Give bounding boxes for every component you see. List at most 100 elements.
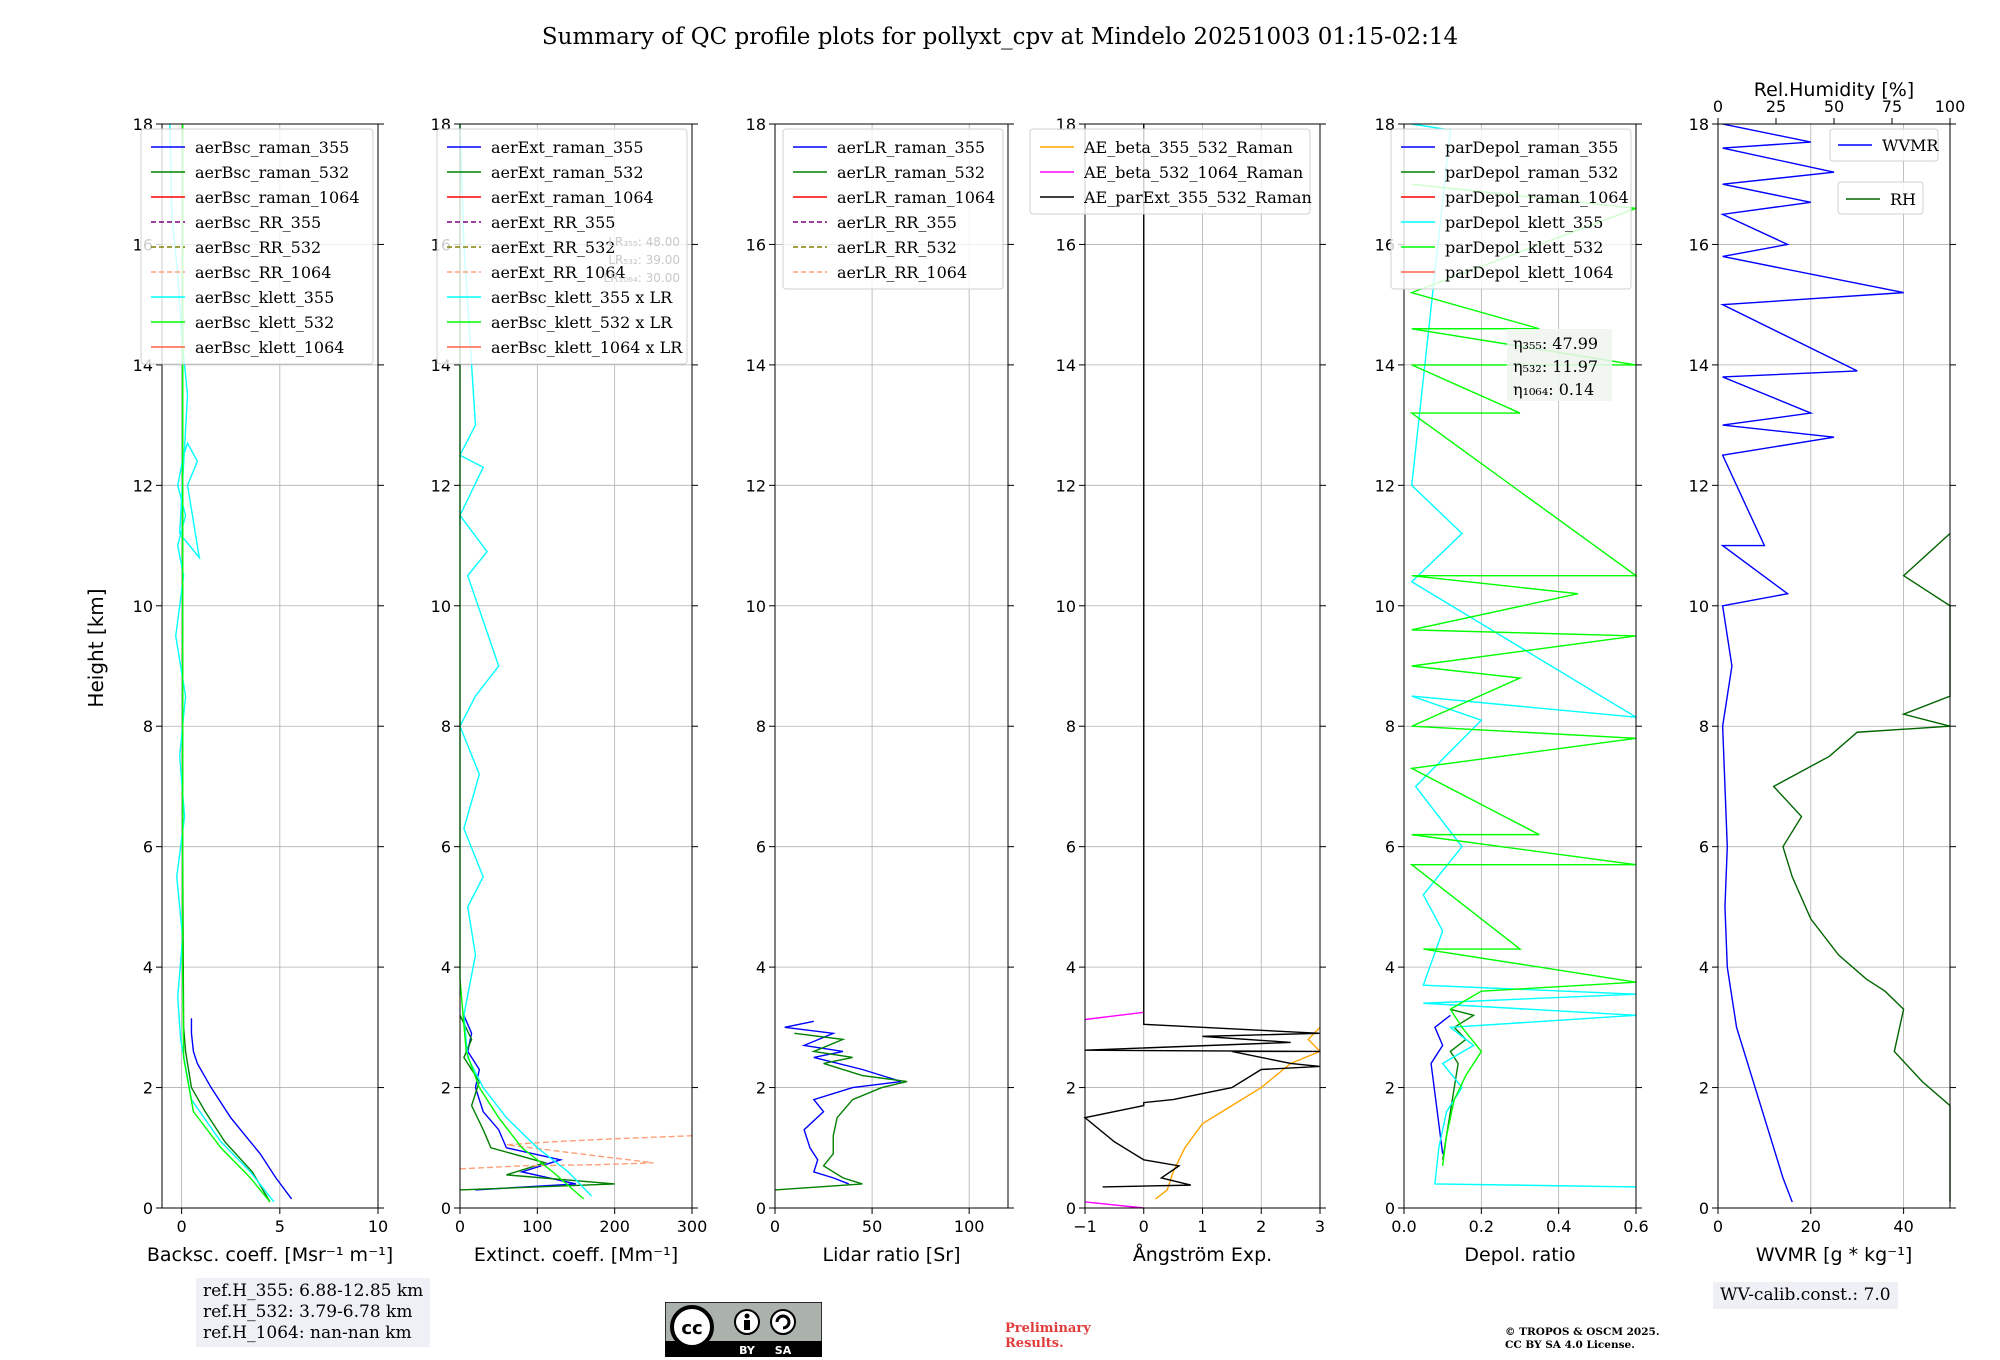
- y-tick-label: 8: [1699, 717, 1709, 736]
- y-tick-label: 8: [756, 717, 766, 736]
- y-tick-label: 4: [1385, 958, 1395, 977]
- x-axis-label: Lidar ratio [Sr]: [823, 1244, 961, 1266]
- legend-label: aerBsc_raman_355: [195, 138, 349, 157]
- x-tick-label: 40: [1893, 1217, 1913, 1236]
- y-tick-label: 16: [1375, 235, 1395, 254]
- x-tick-label: 0.0: [1391, 1217, 1416, 1236]
- y-tick-label: 0: [1699, 1199, 1709, 1218]
- reference-height-box: ref.H_355: 6.88-12.85 km ref.H_532: 3.79…: [196, 1278, 431, 1347]
- cc-by-sa-license-badge[interactable]: cc BY SA: [665, 1302, 822, 1357]
- legend-label: parDepol_raman_355: [1445, 138, 1618, 157]
- legend-label: parDepol_raman_532: [1445, 163, 1618, 182]
- legend-label: aerExt_RR_1064: [491, 263, 626, 282]
- series-line: [1410, 123, 1637, 1188]
- legend-label: RH: [1890, 190, 1916, 209]
- preliminary-line-2: Results.: [1005, 1336, 1064, 1351]
- y-tick-label: 6: [441, 838, 451, 857]
- series-line: [169, 123, 275, 1203]
- legend: RH: [1837, 181, 1924, 215]
- x-tick-label: 50: [862, 1217, 882, 1236]
- lidar-ratio-note: LR₁₀₆₄: 30.00: [604, 271, 680, 285]
- lidar-ratio-note: LR₃₅₅: 48.00: [608, 235, 680, 249]
- legend-label: AE_beta_532_1064_Raman: [1083, 163, 1303, 182]
- series-line: [463, 1015, 577, 1191]
- y-tick-label: 6: [1066, 838, 1076, 857]
- x-tick-label: 0: [455, 1217, 465, 1236]
- y-tick-label: 18: [746, 115, 766, 134]
- legend-label: aerBsc_RR_532: [195, 238, 321, 257]
- y-tick-label: 4: [756, 958, 766, 977]
- series-line: [1719, 123, 1904, 1203]
- legend-label: aerBsc_klett_1064 x LR: [491, 338, 683, 357]
- series-line: [1084, 1201, 1144, 1209]
- y-axis-label: Height [km]: [84, 588, 108, 707]
- axes-frame: [1717, 123, 1951, 1209]
- y-tick-label: 10: [431, 597, 451, 616]
- y-tick-label: 12: [1375, 476, 1395, 495]
- eta-note-background: [1507, 329, 1612, 401]
- panel-lr: 0 2 4 6 8 10 12 14 16 18 0 50 100 Lidar ratio [Sr] aer…: [746, 115, 1014, 1266]
- legend: AE_beta_355_532_Raman AE_beta_532_1064_Ra…: [1029, 128, 1312, 215]
- y-tick-label: 16: [1056, 235, 1076, 254]
- top-x-axis-label: Rel.Humidity [%]: [1754, 79, 1914, 101]
- series-line: [1772, 532, 1951, 1202]
- series-line: [1155, 1026, 1322, 1200]
- ref-height-532: ref.H_532: 3.79-6.78 km: [203, 1302, 413, 1322]
- x-tick-label: 1: [1197, 1217, 1207, 1236]
- y-tick-label: 0: [1066, 1199, 1076, 1218]
- sa-icon-arrow: [775, 1314, 791, 1330]
- eta-note: η₁₀₆₄: 0.14: [1513, 380, 1594, 399]
- legend-label: parDepol_klett_1064: [1445, 263, 1614, 282]
- panel-depol: 0 2 4 6 8 10 12 14 16 18 0.0 0.2 0.4 0.6 Depol. ratio p…: [1375, 115, 1649, 1266]
- series-line: [1430, 1014, 1451, 1154]
- legend-box: [782, 128, 1004, 290]
- series-line: [1084, 1011, 1144, 1021]
- x-axis-label: WVMR [g * kg⁻¹]: [1756, 1244, 1913, 1266]
- y-tick-label: 2: [1699, 1079, 1709, 1098]
- y-tick-label: 0: [1385, 1199, 1395, 1218]
- y-tick-label: 6: [756, 838, 766, 857]
- legend-label: aerExt_RR_532: [491, 238, 615, 257]
- series-line: [181, 124, 271, 1203]
- y-tick-label: 14: [1689, 356, 1709, 375]
- y-tick-label: 4: [441, 958, 451, 977]
- legend-label: AE_beta_355_532_Raman: [1083, 138, 1293, 157]
- x-tick-label: 0: [177, 1217, 187, 1236]
- x-tick-label: 0.4: [1546, 1217, 1571, 1236]
- by-icon-head: [744, 1313, 750, 1319]
- series-line: [1441, 1008, 1476, 1160]
- legend: aerLR_raman_355 aerLR_raman_532 aerLR_rama…: [782, 128, 1004, 290]
- cc-logo-icon: [670, 1305, 714, 1349]
- y-tick-label: 14: [746, 356, 766, 375]
- legend-label: aerLR_RR_532: [837, 238, 957, 257]
- preliminary-results-note: Preliminary Results.: [1005, 1321, 1091, 1351]
- legend-label: aerBsc_klett_532 x LR: [491, 313, 673, 332]
- y-tick-label: 12: [133, 476, 153, 495]
- y-tick-label: 0: [143, 1199, 153, 1218]
- axes-frame: [161, 123, 379, 1209]
- sa-label: SA: [775, 1344, 792, 1357]
- x-tick-label: 300: [677, 1217, 708, 1236]
- legend-label: aerLR_RR_355: [837, 213, 957, 232]
- y-tick-label: 4: [1066, 958, 1076, 977]
- series-line: [1083, 124, 1321, 1188]
- legend-label: aerLR_raman_532: [837, 163, 985, 182]
- y-tick-label: 10: [746, 597, 766, 616]
- y-tick-label: 12: [431, 476, 451, 495]
- x-tick-label: 10: [368, 1217, 388, 1236]
- series-line: [459, 1135, 693, 1170]
- y-tick-label: 4: [143, 958, 153, 977]
- eta-note: η₅₃₂: 11.97: [1513, 357, 1598, 376]
- ref-height-1064: ref.H_1064: nan-nan km: [203, 1323, 412, 1343]
- y-tick-label: 12: [1056, 476, 1076, 495]
- y-tick-label: 2: [143, 1079, 153, 1098]
- legend-label: parDepol_klett_532: [1445, 238, 1603, 257]
- y-tick-label: 0: [441, 1199, 451, 1218]
- by-icon-body: [744, 1320, 750, 1330]
- legend-label: AE_parExt_355_532_Raman: [1083, 188, 1312, 207]
- top-x-tick-label: 25: [1766, 97, 1786, 116]
- x-tick-label: 2: [1256, 1217, 1266, 1236]
- y-tick-label: 10: [1056, 597, 1076, 616]
